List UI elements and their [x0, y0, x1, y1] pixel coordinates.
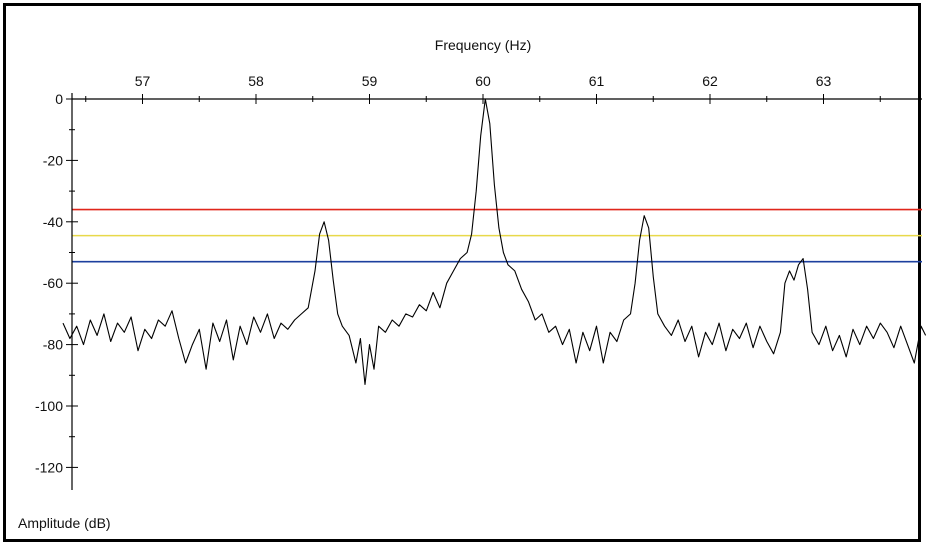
y-axis-label: Amplitude (dB) [18, 515, 111, 531]
x-tick-label: 59 [362, 73, 378, 89]
y-tick-label: -80 [43, 337, 63, 353]
y-tick-label: -60 [43, 275, 63, 291]
axes: 57 58 59 60 61 62 63 0 -20 -40 -60 -80 -100 -120 [35, 73, 922, 490]
x-tick-label: 62 [702, 73, 718, 89]
y-tick-label: 0 [55, 91, 63, 107]
spectrum-line [62, 98, 927, 386]
x-tick-label: 61 [589, 73, 605, 89]
y-tick-label: -20 [43, 152, 63, 168]
x-tick-label: 58 [248, 73, 264, 89]
x-axis-label: Frequency (Hz) [435, 37, 531, 53]
x-tick-label: 57 [135, 73, 151, 89]
threshold-lines [72, 208, 922, 263]
y-tick-label: -120 [35, 459, 63, 475]
y-tick-label: -100 [35, 398, 63, 414]
series-group [62, 98, 927, 386]
x-tick-label: 63 [816, 73, 832, 89]
x-tick-label: 60 [475, 73, 491, 89]
chart-frame [3, 3, 921, 542]
y-tick-label: -40 [43, 214, 63, 230]
